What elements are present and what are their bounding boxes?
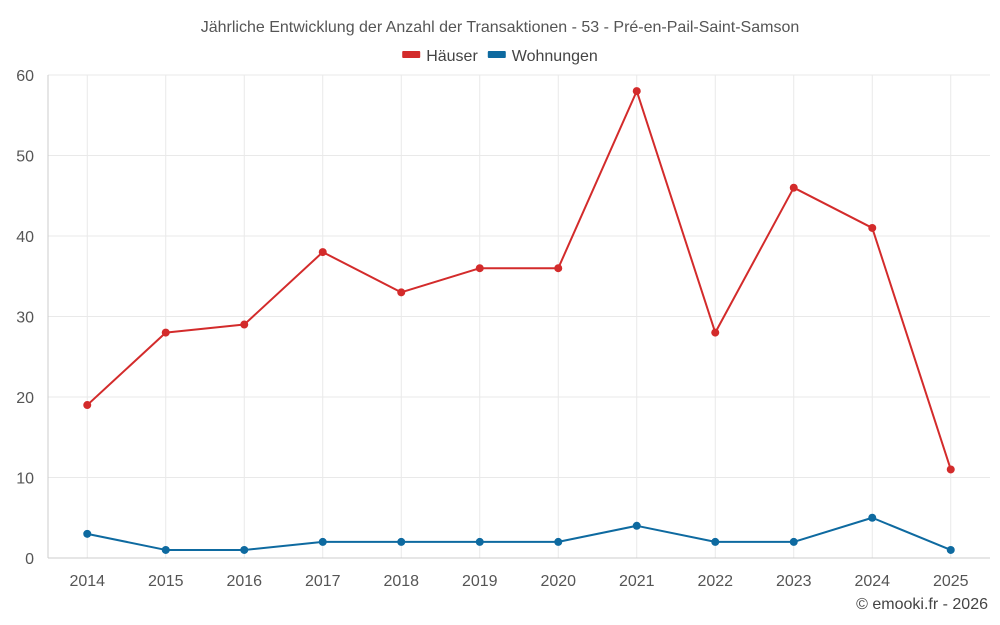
data-point[interactable] (946, 465, 955, 474)
y-tick-label: 30 (16, 310, 34, 327)
data-point[interactable] (397, 537, 406, 546)
data-point[interactable] (161, 328, 170, 337)
data-point[interactable] (554, 264, 563, 273)
x-tick-label: 2021 (619, 573, 655, 590)
legend-swatch (402, 51, 421, 58)
y-tick-label: 0 (25, 551, 34, 568)
data-point[interactable] (318, 248, 327, 257)
data-point[interactable] (161, 545, 170, 554)
data-point[interactable] (711, 537, 720, 546)
x-tick-label: 2017 (305, 573, 341, 590)
x-tick-label: 2016 (226, 573, 262, 590)
data-point[interactable] (868, 513, 877, 522)
credit-text: © emooki.fr - 2026 (856, 596, 988, 613)
x-tick-label: 2020 (540, 573, 576, 590)
series-layer (83, 87, 955, 554)
series-line (86, 90, 952, 470)
y-tick-label: 60 (16, 68, 34, 85)
data-point[interactable] (868, 223, 877, 232)
legend-swatch (487, 51, 506, 58)
series-line (87, 516, 952, 551)
x-axis: 2014 2015 2016 2017 2018 2019 2020 2021 2022 2023… (69, 573, 968, 590)
legend: Häuser Wohnungen (402, 48, 598, 65)
data-point[interactable] (397, 288, 406, 297)
data-point[interactable] (789, 183, 798, 192)
data-point[interactable] (632, 521, 641, 530)
series-1 (83, 87, 955, 474)
x-tick-label: 2022 (697, 573, 733, 590)
y-axis: 0 10 20 30 40 50 60 (16, 68, 34, 568)
data-point[interactable] (946, 545, 955, 554)
data-point[interactable] (83, 529, 92, 538)
data-point[interactable] (789, 537, 798, 546)
data-point[interactable] (632, 87, 641, 96)
y-tick-label: 20 (16, 390, 34, 407)
x-tick-label: 2015 (148, 573, 184, 590)
data-point[interactable] (240, 320, 249, 329)
data-point[interactable] (554, 537, 563, 546)
data-point[interactable] (318, 537, 327, 546)
y-tick-label: 10 (16, 471, 34, 488)
data-point[interactable] (83, 401, 92, 410)
series-2 (83, 513, 955, 554)
x-tick-label: 2018 (383, 573, 419, 590)
data-point[interactable] (240, 545, 249, 554)
x-tick-label: 2023 (776, 573, 812, 590)
data-point[interactable] (711, 328, 720, 337)
x-tick-label: 2025 (933, 573, 969, 590)
chart-title: Jährliche Entwicklung der Anzahl der Tra… (201, 19, 800, 36)
x-tick-label: 2024 (854, 573, 890, 590)
legend-item[interactable]: Wohnungen (487, 48, 598, 65)
x-tick-label: 2019 (462, 573, 498, 590)
data-point[interactable] (475, 537, 484, 546)
legend-item[interactable]: Häuser (402, 48, 478, 65)
grid (47, 74, 990, 559)
legend-label: Wohnungen (512, 48, 598, 65)
data-point[interactable] (475, 264, 484, 273)
legend-label: Häuser (426, 48, 478, 65)
x-tick-label: 2014 (69, 573, 105, 590)
y-tick-label: 50 (16, 149, 34, 166)
y-tick-label: 40 (16, 229, 34, 246)
